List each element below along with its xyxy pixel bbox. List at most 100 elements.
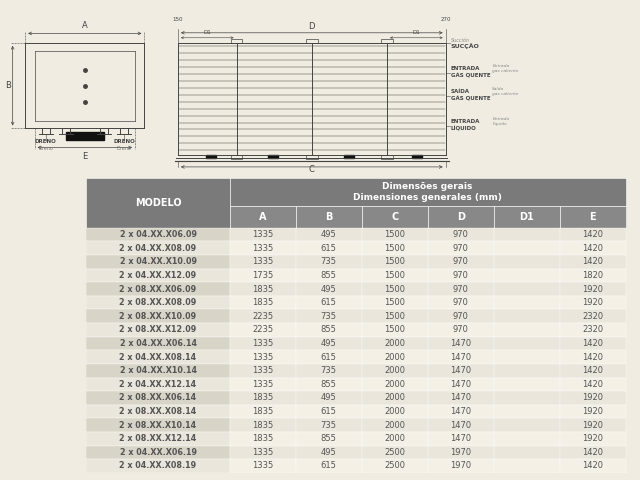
Bar	[428, 296, 493, 310]
Text: 1920: 1920	[582, 394, 603, 402]
Bar	[362, 459, 428, 473]
Bar	[493, 459, 559, 473]
Bar	[230, 405, 296, 419]
Text: Dimensões gerais
Dimensiones generales (mm): Dimensões gerais Dimensiones generales (…	[353, 181, 502, 202]
Text: 1470: 1470	[450, 434, 471, 443]
Text: 1420: 1420	[582, 380, 603, 389]
Text: 1420: 1420	[582, 230, 603, 239]
Text: B: B	[5, 81, 11, 90]
Bar	[428, 391, 493, 405]
Bar	[493, 391, 559, 405]
Text: A: A	[82, 21, 88, 30]
Text: 1920: 1920	[582, 434, 603, 443]
Text: 1920: 1920	[582, 407, 603, 416]
Bar	[296, 405, 362, 419]
Bar	[86, 419, 230, 432]
Bar	[362, 445, 428, 459]
Bar	[428, 377, 493, 391]
Text: SUCÇÃO: SUCÇÃO	[451, 43, 479, 48]
Bar	[230, 336, 296, 350]
Bar	[559, 269, 625, 282]
Text: 970: 970	[452, 271, 468, 280]
Text: 2000: 2000	[384, 380, 405, 389]
Text: D1: D1	[519, 212, 534, 222]
Bar	[207, 156, 216, 158]
Text: 1335: 1335	[252, 380, 273, 389]
Bar	[296, 241, 362, 255]
Bar	[559, 419, 625, 432]
Text: D: D	[456, 212, 465, 222]
Bar	[86, 391, 230, 405]
Text: 1470: 1470	[450, 366, 471, 375]
Bar	[296, 310, 362, 323]
Text: C: C	[309, 165, 315, 174]
Text: 1470: 1470	[450, 420, 471, 430]
Text: 970: 970	[452, 312, 468, 321]
Text: D: D	[308, 22, 315, 31]
Bar	[296, 391, 362, 405]
Bar	[230, 178, 625, 205]
Bar	[230, 269, 296, 282]
Bar	[362, 282, 428, 296]
Text: Dreno: Dreno	[38, 146, 53, 151]
Bar	[493, 419, 559, 432]
Bar	[559, 336, 625, 350]
Bar	[362, 336, 428, 350]
Text: Saída
gas caliente: Saída gas caliente	[492, 87, 519, 96]
Text: E: E	[82, 152, 88, 161]
Text: 970: 970	[452, 298, 468, 307]
Text: 2 x 04.XX.X12.14: 2 x 04.XX.X12.14	[120, 380, 196, 389]
Bar	[296, 459, 362, 473]
Text: 2235: 2235	[252, 312, 273, 321]
Text: 2500: 2500	[384, 448, 405, 457]
Text: 2000: 2000	[384, 394, 405, 402]
Text: ENTRADA: ENTRADA	[451, 66, 480, 71]
Bar	[428, 282, 493, 296]
Text: 1335: 1335	[252, 257, 273, 266]
Text: A: A	[259, 212, 266, 222]
Bar	[559, 377, 625, 391]
Text: 855: 855	[321, 325, 337, 335]
Bar	[86, 405, 230, 419]
Text: 1970: 1970	[450, 461, 471, 470]
Bar	[362, 364, 428, 377]
Text: 2320: 2320	[582, 325, 603, 335]
Bar	[296, 269, 362, 282]
Text: 1920: 1920	[582, 285, 603, 294]
Bar	[493, 405, 559, 419]
Text: 1500: 1500	[384, 298, 405, 307]
Text: 270: 270	[440, 17, 451, 22]
Bar	[296, 419, 362, 432]
Text: 2000: 2000	[384, 353, 405, 361]
Bar	[362, 241, 428, 255]
Text: 735: 735	[321, 366, 337, 375]
Text: 2 x 08.XX.X08.14: 2 x 08.XX.X08.14	[120, 407, 196, 416]
Bar	[428, 310, 493, 323]
Bar	[493, 323, 559, 336]
Text: 1470: 1470	[450, 353, 471, 361]
Text: 970: 970	[452, 230, 468, 239]
Bar	[428, 323, 493, 336]
Bar	[296, 228, 362, 241]
Bar	[362, 405, 428, 419]
Bar	[66, 132, 104, 140]
Text: 495: 495	[321, 448, 337, 457]
Text: 970: 970	[452, 325, 468, 335]
Text: 1835: 1835	[252, 285, 273, 294]
Text: 1500: 1500	[384, 257, 405, 266]
Bar	[559, 364, 625, 377]
Bar	[362, 323, 428, 336]
Text: 2000: 2000	[384, 434, 405, 443]
Text: MODELO: MODELO	[135, 198, 181, 208]
Text: 1420: 1420	[582, 244, 603, 252]
Text: 1835: 1835	[252, 434, 273, 443]
Bar	[362, 310, 428, 323]
Bar	[559, 445, 625, 459]
Text: 1470: 1470	[450, 339, 471, 348]
Bar	[428, 445, 493, 459]
Bar	[381, 38, 393, 43]
Bar	[493, 350, 559, 364]
Text: 735: 735	[321, 312, 337, 321]
Text: E: E	[589, 212, 596, 222]
Bar	[306, 156, 317, 159]
